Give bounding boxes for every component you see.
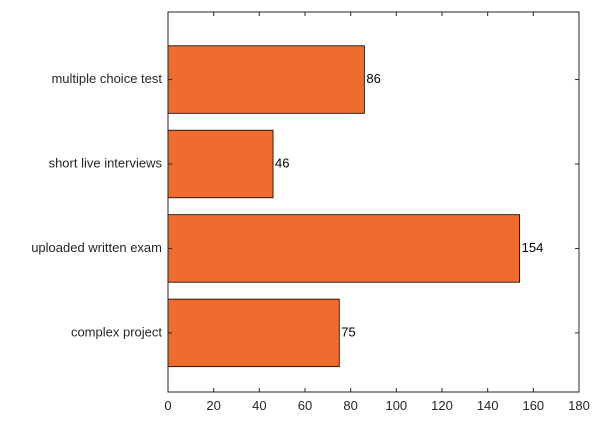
category-label: short live interviews [49, 155, 163, 170]
category-label: multiple choice test [51, 71, 162, 86]
x-tick-label: 120 [431, 398, 453, 413]
x-axis-ticks: 0 20 40 60 80 100 120 140 160 180 [164, 12, 590, 413]
bar [167, 129, 274, 199]
category-label: uploaded written exam [31, 240, 162, 255]
data-label: 46 [275, 155, 289, 170]
data-label: 86 [366, 71, 380, 86]
x-tick-label: 60 [298, 398, 312, 413]
category-labels: multiple choice test short live interview… [31, 71, 579, 339]
data-label: 154 [522, 240, 544, 255]
x-tick-label: 100 [385, 398, 407, 413]
category-label: complex project [71, 324, 162, 339]
data-labels: 86 46 154 75 [275, 71, 543, 339]
bar [167, 45, 365, 114]
x-tick-label: 40 [252, 398, 266, 413]
x-tick-label: 80 [343, 398, 357, 413]
x-tick-label: 160 [522, 398, 544, 413]
bars-group [167, 45, 521, 368]
plot-area-frame [167, 11, 580, 393]
x-tick-label: 180 [568, 398, 590, 413]
bar [167, 214, 521, 283]
x-tick-label: 20 [206, 398, 220, 413]
data-label: 75 [341, 324, 355, 339]
x-tick-label: 0 [164, 398, 171, 413]
bar [167, 298, 340, 368]
x-tick-label: 140 [477, 398, 499, 413]
